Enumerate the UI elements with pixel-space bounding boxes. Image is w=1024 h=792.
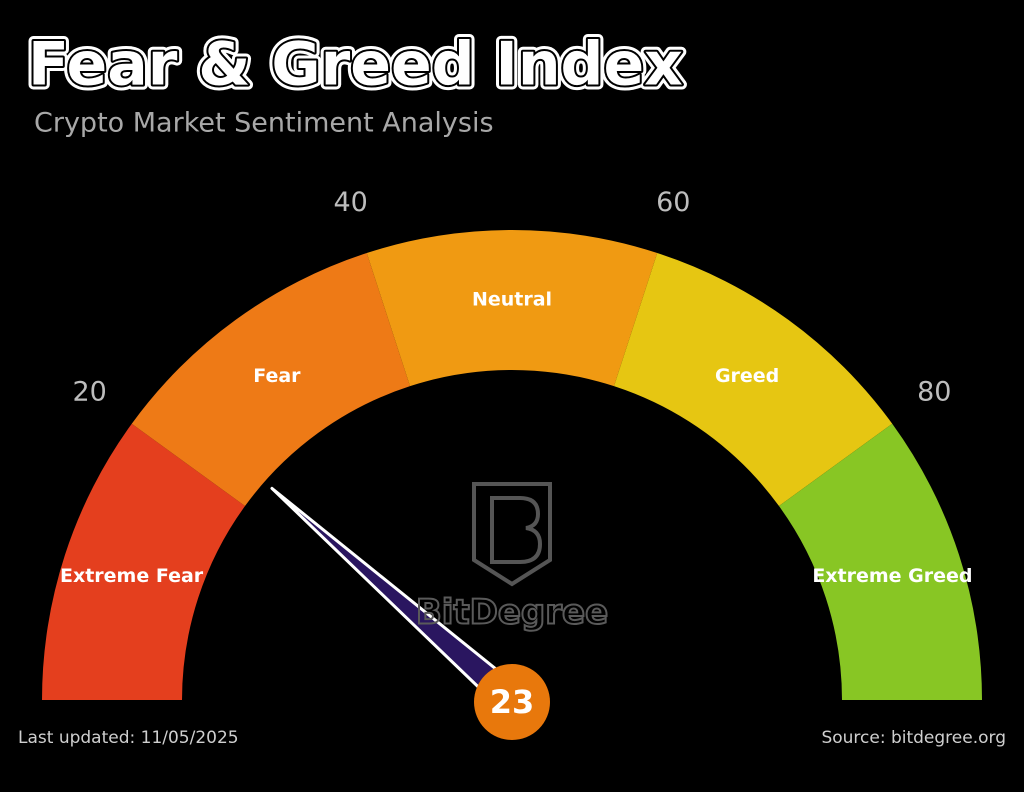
tick-label: 40: [334, 187, 368, 218]
value-dot: [474, 664, 550, 740]
tick-label: 60: [656, 187, 690, 218]
watermark: BitDegree: [416, 593, 608, 633]
band-label: Greed: [715, 365, 779, 387]
gauge-band: [613, 253, 893, 507]
watermark-logo: [472, 482, 552, 587]
gauge: Extreme Fear Fear Neutral Greed Extreme Gree…: [42, 187, 982, 740]
gauge-band: [778, 423, 982, 700]
gauge-band: [42, 423, 246, 700]
tick-label: 80: [917, 377, 951, 408]
chart-title-outline: Fear & Greed Index: [28, 30, 683, 100]
band-label: Neutral: [472, 289, 552, 311]
tick-label: 20: [73, 377, 107, 408]
chart-subtitle: Crypto Market Sentiment Analysis: [34, 108, 494, 139]
value-label: 23: [490, 683, 535, 721]
gauge-band: [366, 230, 658, 387]
band-label: Fear: [253, 365, 301, 387]
band-label: Extreme Greed: [812, 565, 972, 587]
footer-right: Source: bitdegree.org: [821, 728, 1006, 748]
band-label: Extreme Fear: [60, 565, 204, 587]
footer-left: Last updated: 11/05/2025: [18, 728, 239, 748]
chart-title: Fear & Greed Index: [28, 30, 683, 100]
gauge-band: [131, 253, 411, 507]
